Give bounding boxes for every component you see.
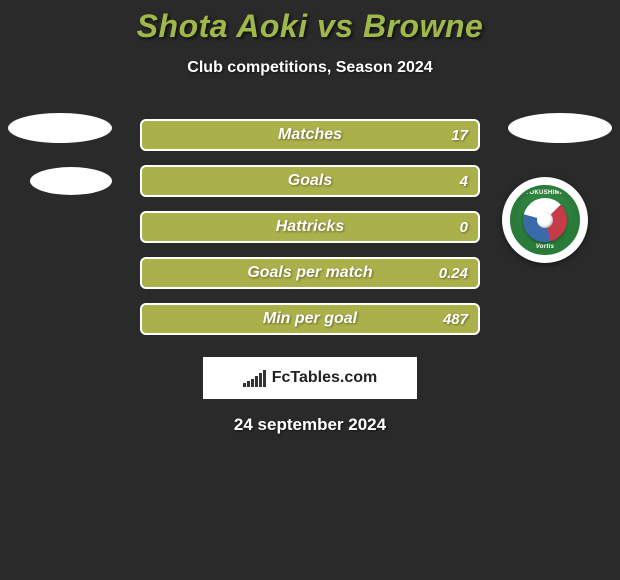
watermark-text: FcTables.com	[272, 369, 378, 387]
stat-label: Goals per match	[247, 264, 372, 282]
wm-bar	[255, 376, 258, 387]
crest-text-bottom: Vortis	[536, 244, 555, 250]
stats-area: TOKUSHIMA Vortis Matches 17 Goals 4 Hatt…	[0, 119, 620, 335]
page-title: Shota Aoki vs Browne	[0, 8, 620, 45]
watermark: FcTables.com	[203, 357, 417, 399]
wm-bar	[243, 383, 246, 387]
stat-bar-matches: Matches 17	[140, 119, 480, 151]
stat-value: 0	[460, 219, 468, 236]
wm-bar	[263, 370, 266, 387]
stat-label: Hattricks	[276, 218, 344, 236]
page-subtitle: Club competitions, Season 2024	[0, 59, 620, 77]
stat-value: 487	[443, 311, 468, 328]
wm-bar	[251, 379, 254, 387]
stat-label: Matches	[278, 126, 342, 144]
stat-bar-goals-per-match: Goals per match 0.24	[140, 257, 480, 289]
stat-bar-goals: Goals 4	[140, 165, 480, 197]
stat-label: Min per goal	[263, 310, 357, 328]
stat-value: 4	[460, 173, 468, 190]
left-badge-placeholder-1	[8, 113, 112, 143]
infographic-container: Shota Aoki vs Browne Club competitions, …	[0, 0, 620, 435]
footer-date: 24 september 2024	[0, 415, 620, 435]
right-badge-placeholder-1	[508, 113, 612, 143]
right-club-crest: TOKUSHIMA Vortis	[502, 177, 588, 263]
stat-label: Goals	[288, 172, 332, 190]
stat-bar-min-per-goal: Min per goal 487	[140, 303, 480, 335]
stat-bar-hattricks: Hattricks 0	[140, 211, 480, 243]
stat-value: 17	[451, 127, 468, 144]
crest-text-top: TOKUSHIMA	[526, 190, 565, 196]
crest-ball-icon	[537, 212, 553, 228]
stat-value: 0.24	[439, 265, 468, 282]
watermark-bars-icon	[243, 370, 266, 387]
wm-bar	[259, 373, 262, 387]
wm-bar	[247, 381, 250, 387]
left-badge-placeholder-2	[30, 167, 112, 195]
stat-bars: Matches 17 Goals 4 Hattricks 0 Goals per…	[140, 119, 480, 335]
crest-inner: TOKUSHIMA Vortis	[510, 185, 580, 255]
